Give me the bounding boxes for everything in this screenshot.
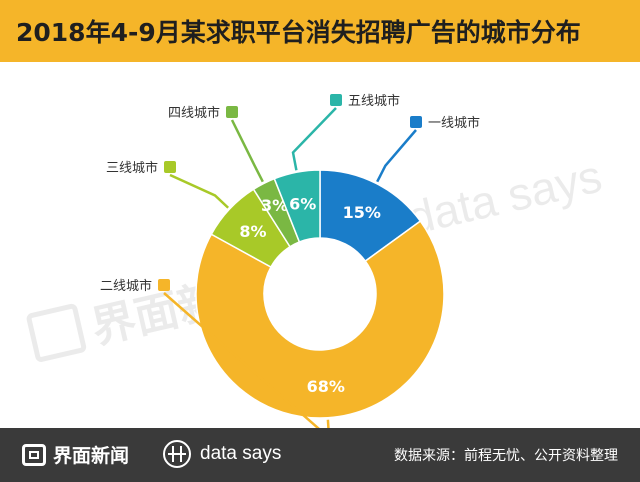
brand: 界面新闻: [22, 441, 129, 468]
datasays-brand: data says: [162, 439, 281, 469]
leader-line-tier3: [169, 173, 230, 209]
legend-label-tier3: 三线城市: [106, 160, 158, 176]
slice-value-tier1: 15%: [343, 203, 381, 222]
legend-swatch-tier1: [410, 116, 422, 128]
leader-line-tier1: [376, 129, 417, 183]
legend-label-tier5: 五线城市: [348, 93, 400, 109]
legend-swatch-tier4: [226, 106, 238, 118]
chart-title: 2018年4-9月某求职平台消失招聘广告的城市分布: [16, 18, 581, 47]
datasays-name: data says: [200, 443, 282, 464]
leader-line-tier5: [291, 107, 337, 171]
legend-label-tier1: 一线城市: [428, 115, 480, 131]
donut-chart: 15% 一线城市 68% 二线城市 8% 三线城市 3% 四线城市 6% 五线城市: [100, 93, 480, 428]
donut-slice-tier5: [273, 169, 321, 243]
slice-value-tier5: 6%: [289, 195, 316, 214]
slice-value-tier3: 8%: [239, 222, 266, 241]
footer: 界面新闻 data says 数据来源：前程无忧、公开资料整理: [0, 428, 640, 482]
brand-name: 界面新闻: [53, 445, 130, 467]
jiemian-logo-icon: [22, 443, 46, 466]
legend-swatch-tier2: [158, 279, 170, 291]
donut-slice-tier2: [195, 220, 445, 419]
slice-value-tier4: 3%: [261, 196, 288, 215]
datasays-logo-icon: [163, 440, 191, 468]
chart-area: 界面新闻 data says 15% 一线城市 68% 二线城市 8% 三线城市 3% 四线城…: [0, 62, 640, 428]
legend-label-tier4: 四线城市: [168, 105, 220, 121]
legend-swatch-tier5: [330, 94, 342, 106]
leader-line-tier4: [230, 119, 264, 183]
legend-swatch-tier3: [164, 161, 176, 173]
legend-label-tier2: 二线城市: [100, 278, 152, 294]
slice-value-tier2: 68%: [307, 377, 345, 396]
title-bar: 2018年4-9月某求职平台消失招聘广告的城市分布: [0, 0, 640, 62]
leader-line-tier2: [163, 292, 330, 428]
data-source: 数据来源：前程无忧、公开资料整理: [394, 448, 618, 464]
